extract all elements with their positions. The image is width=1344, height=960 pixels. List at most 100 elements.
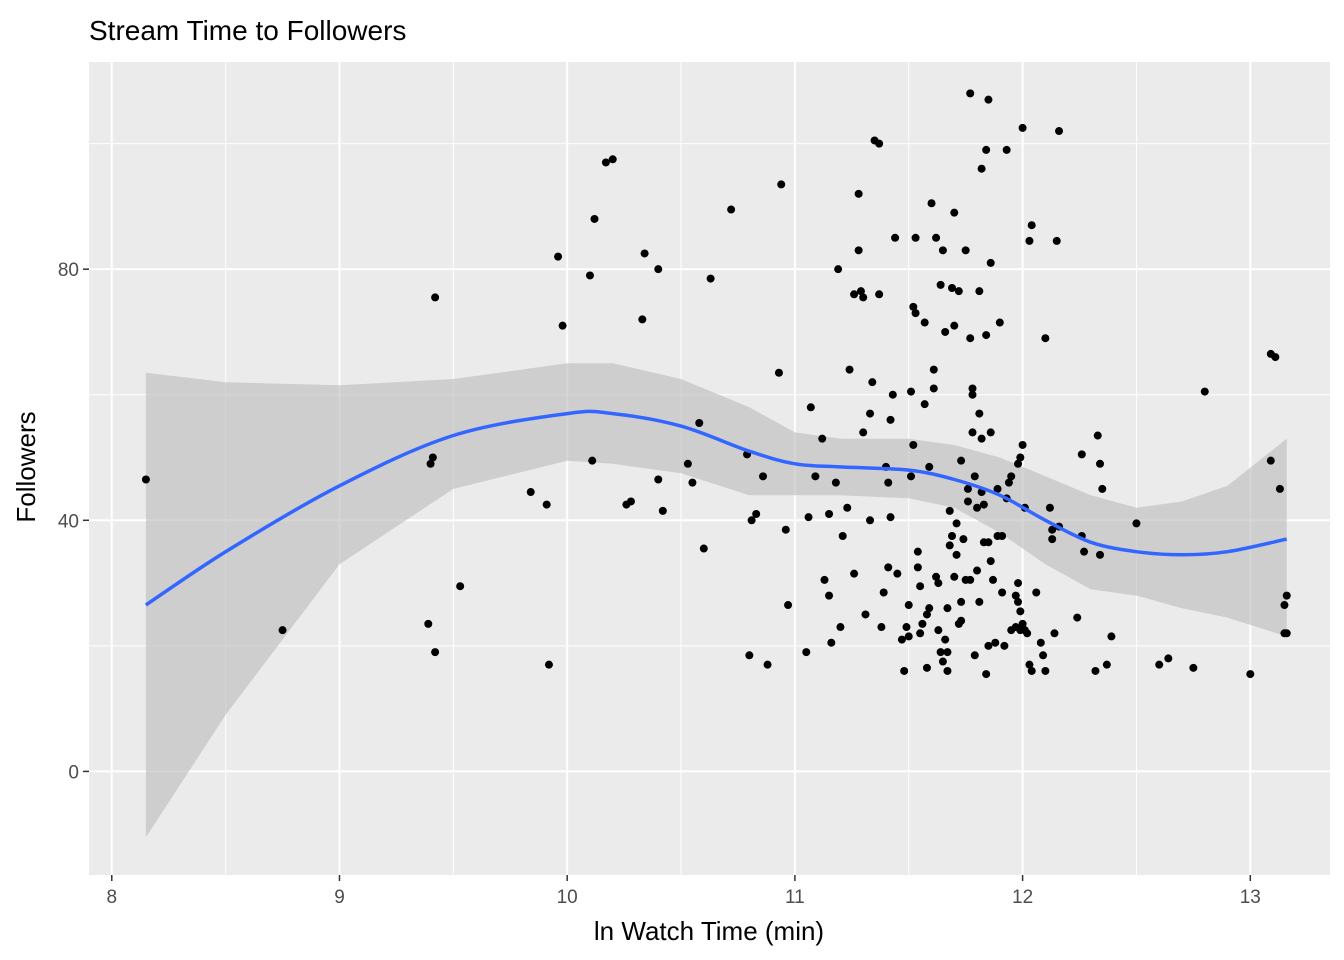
data-point [1155, 660, 1164, 669]
data-point [825, 510, 834, 519]
data-point [913, 563, 922, 572]
data-point [544, 660, 553, 669]
data-point [909, 302, 918, 311]
data-point [943, 604, 952, 613]
data-point [1280, 601, 1289, 610]
data-point [1080, 547, 1089, 556]
data-point [979, 500, 988, 509]
data-point [977, 164, 986, 173]
data-point [806, 403, 815, 412]
data-point [973, 566, 982, 575]
x-axis-ticks: 8 9 10 11 12 13 [106, 875, 1261, 908]
data-point [777, 180, 786, 189]
data-point [747, 516, 756, 525]
data-point [1039, 651, 1048, 660]
data-point [752, 510, 761, 519]
y-axis-ticks: 0 40 80 [58, 260, 89, 783]
data-point [897, 635, 906, 644]
data-point [1048, 535, 1057, 544]
data-point [970, 472, 979, 481]
data-point [984, 641, 993, 650]
data-point [811, 472, 820, 481]
data-point [936, 280, 945, 289]
y-tick-label: 0 [68, 762, 79, 783]
data-point [1004, 478, 1013, 487]
data-point [982, 331, 991, 340]
data-point [456, 582, 465, 591]
data-point [526, 488, 535, 497]
data-point [907, 472, 916, 481]
data-point [1164, 654, 1173, 663]
data-point [968, 428, 977, 437]
data-point [957, 616, 966, 625]
data-point [861, 610, 870, 619]
data-point [932, 572, 941, 581]
data-point [431, 648, 440, 657]
data-point [948, 531, 957, 540]
data-point [943, 666, 952, 675]
data-point [542, 500, 551, 509]
data-point [585, 271, 594, 280]
data-point [920, 400, 929, 409]
data-point [916, 629, 925, 638]
data-point [986, 258, 995, 267]
data-point [959, 535, 968, 544]
y-axis-title: Followers [11, 411, 41, 522]
data-point [658, 506, 667, 515]
data-point [963, 484, 972, 493]
data-point [1050, 629, 1059, 638]
data-point [998, 531, 1007, 540]
data-point [950, 208, 959, 217]
data-point [957, 597, 966, 606]
data-point [626, 497, 635, 506]
data-point [825, 591, 834, 600]
smooth-trend-line [144, 409, 1288, 607]
data-point [1266, 456, 1275, 465]
data-point [854, 189, 863, 198]
data-point [827, 638, 836, 647]
x-tick-label: 12 [1012, 887, 1033, 908]
data-point [831, 478, 840, 487]
data-point [1014, 597, 1023, 606]
y-tick-label: 40 [58, 511, 79, 532]
data-point [683, 459, 692, 468]
data-point [888, 390, 897, 399]
data-point [1016, 607, 1025, 616]
data-point [998, 588, 1007, 597]
data-point [638, 315, 647, 324]
data-point [843, 503, 852, 512]
data-point [932, 233, 941, 242]
data-point [588, 456, 597, 465]
data-point [1189, 663, 1198, 672]
data-point [1282, 591, 1291, 600]
confidence-ribbon [145, 363, 1287, 838]
data-point [973, 503, 982, 512]
data-point [866, 516, 875, 525]
data-point [934, 579, 943, 588]
data-point [1018, 440, 1027, 449]
data-point [968, 390, 977, 399]
data-point [838, 531, 847, 540]
data-point [745, 651, 754, 660]
data-point [900, 666, 909, 675]
data-point [1025, 660, 1034, 669]
data-point [927, 199, 936, 208]
data-point [984, 538, 993, 547]
data-point [1093, 431, 1102, 440]
data-point [1246, 670, 1255, 679]
data-point [695, 418, 704, 427]
data-point [875, 139, 884, 148]
data-point [558, 321, 567, 330]
data-point [1025, 236, 1034, 245]
data-point [1016, 453, 1025, 462]
data-point [1073, 613, 1082, 622]
data-point [1077, 450, 1086, 459]
data-point [922, 663, 931, 672]
data-point [950, 572, 959, 581]
data-point [943, 648, 952, 657]
data-point [1052, 236, 1061, 245]
data-point [986, 428, 995, 437]
data-point [961, 246, 970, 255]
data-point [428, 453, 437, 462]
